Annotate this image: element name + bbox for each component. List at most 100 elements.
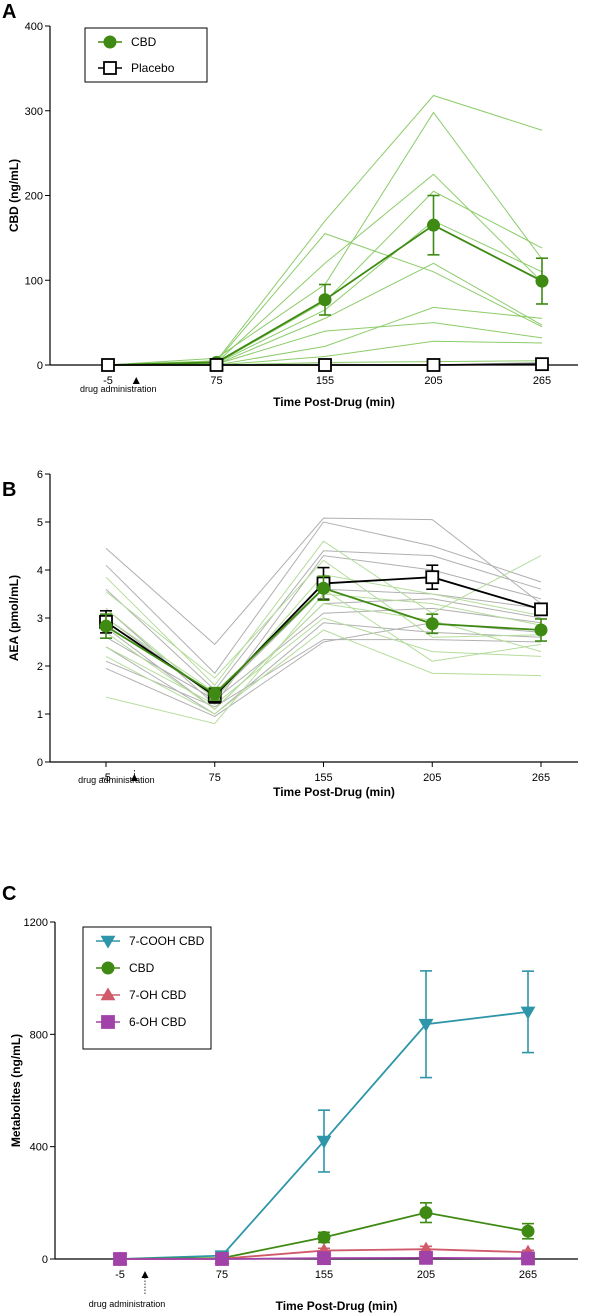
y-tick-label: 6 bbox=[37, 469, 43, 481]
annotation-label: drug administration bbox=[78, 775, 155, 785]
legend-swatch-marker bbox=[101, 1015, 115, 1029]
y-tick-label: 0 bbox=[37, 757, 43, 769]
data-point-cbd bbox=[317, 1230, 331, 1244]
individual-line-placebo bbox=[105, 550, 542, 691]
data-point-cbd bbox=[425, 617, 439, 631]
y-tick-label: 300 bbox=[25, 106, 43, 118]
x-tick-label: 155 bbox=[314, 772, 332, 784]
panel-letter: A bbox=[2, 1, 16, 23]
individual-line-cbd bbox=[105, 617, 542, 705]
legend-label: 6-OH CBD bbox=[129, 1015, 187, 1029]
y-axis-title: AEA (pmol/mL) bbox=[7, 575, 21, 661]
data-point-cbd bbox=[427, 218, 440, 232]
x-tick-label: 155 bbox=[316, 375, 334, 387]
legend-swatch-marker bbox=[103, 61, 117, 75]
data-point-7-cooh-cbd bbox=[520, 1006, 536, 1020]
data-point-cbd bbox=[318, 293, 332, 307]
panel-letter: C bbox=[2, 883, 16, 905]
y-tick-label: 100 bbox=[25, 275, 43, 287]
x-axis-title: Time Post-Drug (min) bbox=[273, 395, 395, 409]
data-point-cbd bbox=[99, 619, 113, 633]
y-tick-label: 1 bbox=[37, 709, 43, 721]
data-point-7-cooh-cbd bbox=[418, 1018, 434, 1032]
y-tick-label: 200 bbox=[25, 191, 43, 203]
legend: CBD Placebo bbox=[84, 27, 208, 83]
y-tick-label: 400 bbox=[25, 21, 43, 33]
y-tick-label: 3 bbox=[37, 613, 43, 625]
x-tick-label: 205 bbox=[424, 375, 442, 387]
y-tick-label: 5 bbox=[37, 517, 43, 529]
y-tick-label: 0 bbox=[37, 360, 43, 372]
chart-panel-c: C 0 400 800 1200 -5 75 155 205 265 Time Post-Drug … bbox=[2, 883, 578, 1313]
annotation-label: drug administration bbox=[80, 384, 157, 394]
data-point-cbd bbox=[419, 1206, 433, 1220]
data-point-6-oh-cbd bbox=[215, 1252, 229, 1266]
x-tick-label: 75 bbox=[210, 375, 222, 387]
x-tick-label: 75 bbox=[209, 772, 221, 784]
data-point-placebo bbox=[426, 358, 441, 372]
y-axis-title: Metabolites (ng/mL) bbox=[9, 1034, 23, 1147]
y-tick-label: 4 bbox=[37, 565, 43, 577]
x-tick-label: -5 bbox=[103, 375, 113, 387]
legend-swatch-marker bbox=[100, 935, 116, 949]
x-tick-label: 75 bbox=[216, 1269, 228, 1281]
individual-line-placebo bbox=[105, 622, 542, 717]
individual-line-placebo bbox=[105, 555, 542, 706]
x-tick-label: 265 bbox=[532, 772, 550, 784]
chart-panel-a: A 0 100 200 300 400 -5 75 155 205 265 Time Post-Dru… bbox=[2, 1, 578, 409]
y-axis-title: CBD (ng/mL) bbox=[7, 159, 21, 232]
data-point-cbd bbox=[521, 1224, 535, 1238]
panel-letter: B bbox=[2, 479, 16, 501]
data-point-6-oh-cbd bbox=[521, 1251, 535, 1266]
annotation-label: drug administration bbox=[89, 1299, 166, 1309]
legend-label: CBD bbox=[131, 35, 157, 49]
y-tick-label: 0 bbox=[42, 1254, 48, 1266]
individual-line-cbd bbox=[107, 173, 543, 366]
data-point-cbd bbox=[535, 274, 549, 288]
data-point-placebo bbox=[535, 357, 549, 372]
x-tick-label: 205 bbox=[423, 772, 441, 784]
data-point-cbd bbox=[317, 581, 330, 595]
data-point-cbd bbox=[534, 623, 548, 637]
x-axis-title: Time Post-Drug (min) bbox=[276, 1299, 398, 1313]
annotation-arrow-head bbox=[141, 1271, 149, 1278]
data-point-placebo bbox=[209, 358, 224, 372]
legend-swatch-marker bbox=[101, 961, 115, 975]
data-point-placebo bbox=[101, 358, 115, 372]
x-tick-label: 265 bbox=[533, 375, 551, 387]
legend-label: 7-COOH CBD bbox=[129, 934, 205, 948]
x-tick-label: 205 bbox=[417, 1269, 435, 1281]
individual-line-placebo bbox=[105, 607, 542, 701]
legend-swatch-marker bbox=[100, 987, 116, 1001]
legend-label: 7-OH CBD bbox=[129, 988, 187, 1002]
x-tick-label: -5 bbox=[101, 772, 111, 784]
data-point-7-cooh-cbd bbox=[316, 1135, 332, 1149]
x-tick-label: 265 bbox=[519, 1269, 537, 1281]
individual-line-cbd bbox=[107, 94, 543, 366]
individual-line-cbd bbox=[107, 111, 543, 366]
chart-panel-b: B 0 1 2 3 4 5 6 -5 75 155 205 265 Time Post-Drug (min… bbox=[2, 469, 578, 799]
annotation-arrow-head bbox=[132, 377, 140, 384]
legend: 7-COOH CBD CBD 7-OH CBD 6-OH CBD bbox=[82, 926, 212, 1050]
data-point-placebo bbox=[425, 570, 440, 585]
y-tick-label: 400 bbox=[30, 1142, 48, 1154]
legend-label: Placebo bbox=[131, 61, 175, 75]
individual-line-placebo bbox=[105, 521, 542, 674]
x-axis-title: Time Post-Drug (min) bbox=[273, 785, 395, 799]
data-point-6-oh-cbd bbox=[317, 1251, 331, 1266]
individual-line-cbd bbox=[105, 603, 542, 710]
y-tick-label: 800 bbox=[30, 1029, 48, 1041]
data-point-cbd bbox=[208, 687, 222, 701]
legend-swatch-marker bbox=[103, 35, 117, 49]
annotation-arrow-head bbox=[130, 774, 138, 781]
y-tick-label: 1200 bbox=[24, 917, 48, 929]
y-tick-label: 2 bbox=[37, 661, 43, 673]
individual-line-placebo bbox=[105, 639, 542, 708]
data-point-6-oh-cbd bbox=[113, 1252, 127, 1266]
data-point-placebo bbox=[534, 602, 548, 617]
data-point-placebo bbox=[318, 358, 332, 372]
x-tick-label: -5 bbox=[115, 1269, 125, 1281]
data-point-6-oh-cbd bbox=[419, 1250, 433, 1265]
individual-line-placebo bbox=[105, 517, 542, 646]
